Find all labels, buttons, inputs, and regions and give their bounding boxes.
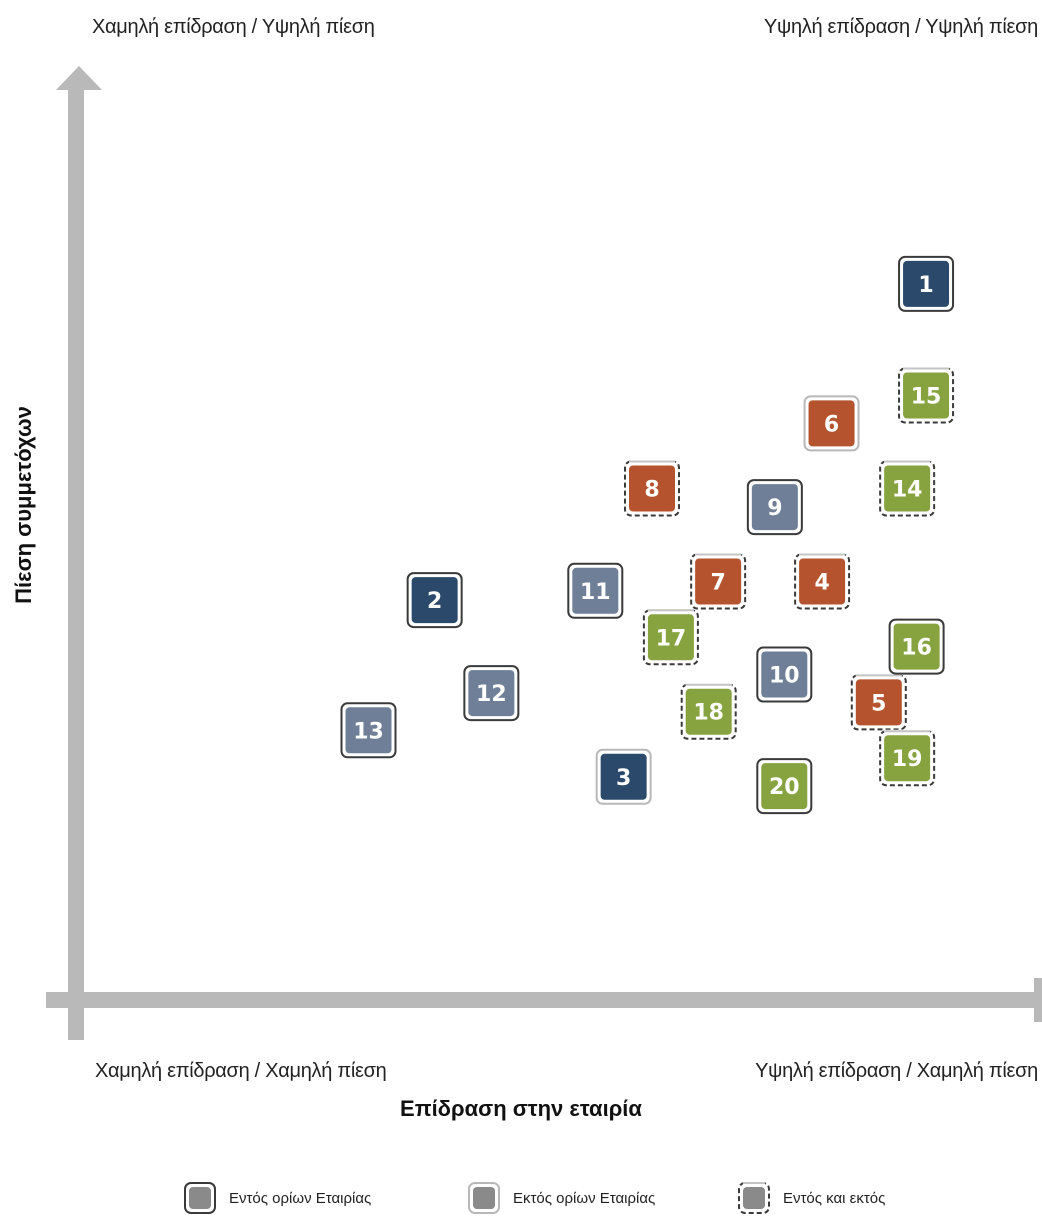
point-14-label: 14	[892, 478, 923, 503]
legend-label-both: Εντός και εκτός	[783, 1189, 886, 1207]
point-3-label: 3	[616, 766, 631, 791]
point-11-label: 11	[580, 580, 611, 605]
x-axis-bar	[46, 992, 1036, 1008]
point-16: 16	[888, 618, 945, 675]
legend-label-outside: Εκτός ορίων Εταιρίας	[513, 1189, 656, 1207]
point-6-label: 6	[824, 412, 839, 437]
point-9-label: 9	[767, 496, 782, 521]
point-7: 7	[690, 553, 747, 610]
point-15: 15	[898, 367, 955, 424]
point-1: 1	[898, 255, 955, 312]
point-8: 8	[624, 460, 680, 517]
point-6: 6	[803, 395, 860, 452]
x-axis-label: Επίδραση στην εταιρία	[400, 1096, 642, 1121]
point-2: 2	[406, 572, 463, 629]
legend-label-inside: Εντός ορίων Εταιρίας	[229, 1189, 372, 1207]
point-16-label: 16	[901, 636, 932, 661]
legend-icons	[184, 1181, 770, 1214]
point-19-label: 19	[892, 747, 923, 772]
x-axis-arrowhead	[1034, 978, 1042, 1022]
y-axis-label: Πίεση συμμετόχων	[11, 406, 36, 604]
point-12-fill	[468, 670, 515, 717]
point-18-fill	[685, 688, 732, 735]
point-14-fill	[884, 465, 931, 512]
point-7-fill	[695, 558, 742, 605]
chart-axes	[46, 66, 1042, 1040]
legend-icon-1	[468, 1182, 500, 1214]
point-16-fill	[893, 623, 940, 670]
point-9-fill	[751, 484, 798, 531]
point-10-label: 10	[769, 664, 800, 689]
point-13-fill	[345, 707, 392, 754]
point-7-label: 7	[710, 571, 725, 596]
point-14: 14	[879, 460, 936, 517]
point-9: 9	[746, 479, 803, 536]
point-19-fill	[884, 735, 931, 782]
y-axis-bar	[68, 86, 84, 1040]
point-3-fill	[600, 753, 647, 800]
point-10-fill	[761, 651, 808, 698]
quadrant-label-top-left: Χαμηλή επίδραση / Υψηλή πίεση	[92, 16, 375, 38]
quadrant-label-bottom-right: Υψηλή επίδραση / Χαμηλή πίεση	[755, 1060, 1038, 1082]
point-20-fill	[761, 763, 808, 810]
point-1-fill	[903, 260, 950, 307]
point-5-fill	[855, 679, 902, 726]
y-axis-arrowhead	[56, 66, 102, 90]
point-1-label: 1	[918, 273, 933, 298]
point-17-label: 17	[656, 626, 687, 651]
point-4-label: 4	[814, 571, 829, 596]
point-4-fill	[799, 558, 846, 605]
legend-item-inside: Εντός ορίων Εταιρίας	[183, 1183, 371, 1213]
legend-icon-1-fill	[473, 1187, 495, 1209]
quadrant-label-bottom-left: Χαμηλή επίδραση / Χαμηλή πίεση	[95, 1060, 387, 1082]
point-17-fill	[647, 614, 694, 661]
point-2-fill	[411, 577, 458, 624]
point-11-fill	[572, 567, 619, 614]
legend-icon-0	[184, 1182, 216, 1214]
point-10: 10	[756, 646, 813, 703]
point-20-label: 20	[769, 775, 800, 800]
legend-icon-2	[738, 1181, 770, 1214]
point-13: 13	[340, 702, 397, 759]
point-11: 11	[567, 562, 624, 619]
point-5: 5	[850, 673, 907, 731]
point-3: 3	[595, 748, 652, 805]
legend-icon-2-fill	[743, 1187, 765, 1209]
point-19: 19	[879, 729, 936, 787]
point-4: 4	[794, 553, 851, 610]
point-5-label: 5	[871, 691, 886, 716]
point-18-label: 18	[693, 701, 724, 726]
point-18: 18	[680, 683, 737, 740]
point-12-label: 12	[476, 682, 507, 707]
point-15-fill	[903, 372, 950, 419]
point-8-fill	[629, 465, 675, 512]
legend-icon-0-fill	[189, 1187, 211, 1209]
point-6-fill	[808, 400, 855, 447]
legend-item-outside: Εκτός ορίων Εταιρίας	[467, 1183, 655, 1213]
point-17: 17	[642, 608, 699, 666]
legend-item-both: Εντός και εκτός	[737, 1183, 885, 1213]
point-15-label: 15	[911, 385, 942, 410]
point-12: 12	[463, 665, 520, 722]
quadrant-label-top-right: Υψηλή επίδραση / Υψηλή πίεση	[763, 16, 1038, 38]
point-2-label: 2	[427, 589, 442, 614]
point-8-label: 8	[644, 478, 659, 503]
point-20: 20	[756, 758, 813, 815]
point-13-label: 13	[353, 719, 384, 744]
